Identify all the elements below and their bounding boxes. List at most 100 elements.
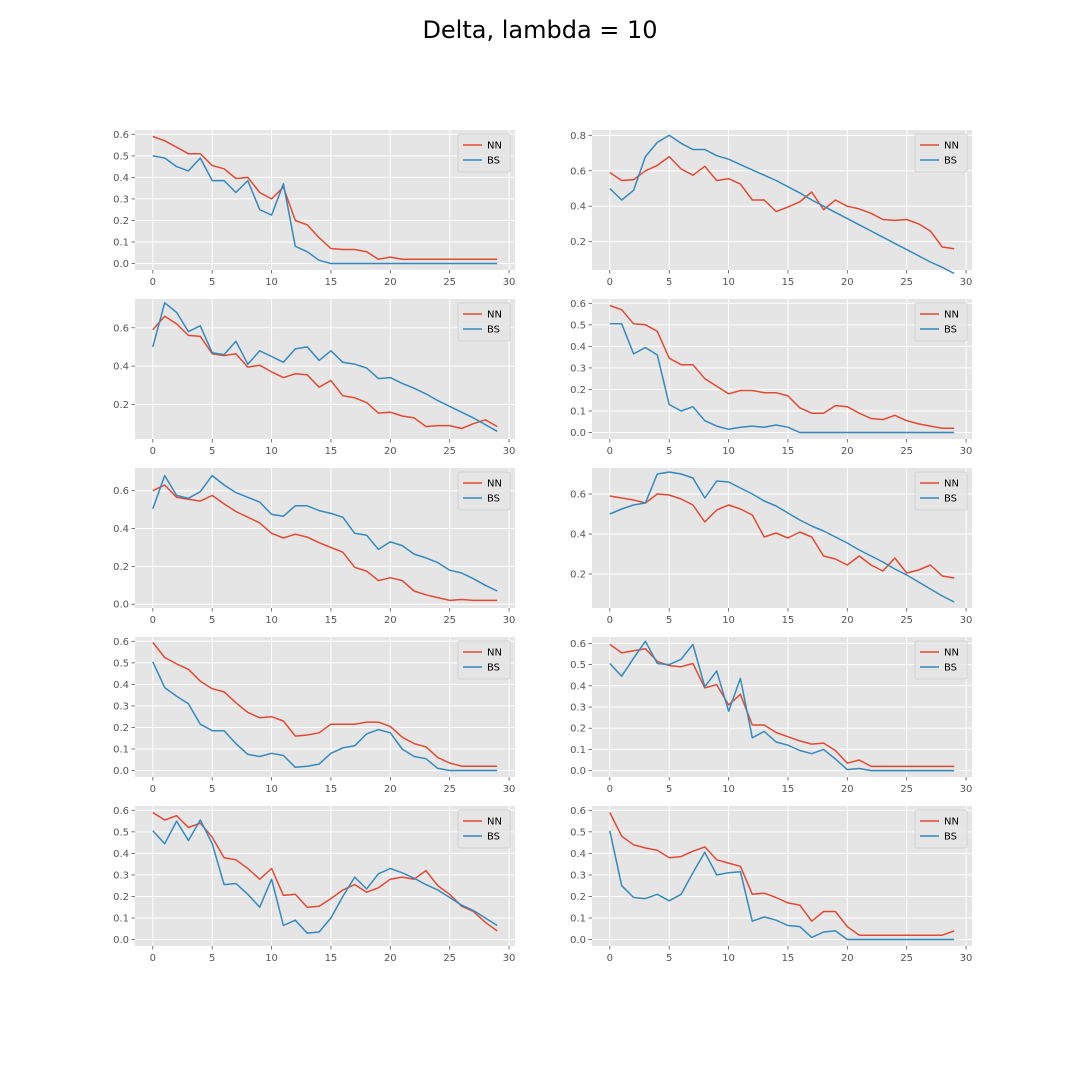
x-tick-label: 25	[443, 784, 456, 795]
y-tick-label: 0.0	[570, 766, 586, 777]
x-tick-label: 10	[265, 446, 278, 457]
series-line-bs	[609, 830, 955, 941]
y-tick-label: 0.4	[570, 849, 586, 860]
legend	[914, 471, 968, 511]
plot-area	[135, 299, 515, 439]
y-tick-label: 0.6	[113, 130, 129, 141]
x-tick-label: 30	[960, 446, 973, 457]
series-line-nn	[152, 135, 498, 260]
y-tick-label: 0.0	[113, 600, 129, 611]
x-tick-label: 15	[325, 784, 338, 795]
legend-label-nn: NN	[487, 310, 502, 321]
y-tick-label: 0.5	[113, 658, 129, 669]
x-tick-label: 15	[325, 277, 338, 288]
legend	[457, 809, 511, 849]
y-tick-label: 0.6	[570, 299, 586, 310]
plot-area	[135, 637, 515, 777]
y-tick-label: 0.2	[570, 724, 586, 735]
y-tick-label: 0.2	[570, 237, 586, 248]
y-tick-label: 0.6	[570, 166, 586, 177]
y-tick-label: 0.1	[570, 914, 586, 925]
y-tick-label: 0.4	[113, 173, 129, 184]
x-tick-label: 25	[443, 953, 456, 964]
legend-label-nn: NN	[944, 141, 959, 152]
legend	[457, 133, 511, 173]
plot-area	[592, 299, 972, 439]
y-tick-label: 0.3	[113, 870, 129, 881]
series-line-bs	[152, 819, 498, 934]
y-tick-label: 0.5	[570, 827, 586, 838]
series-line-bs	[152, 661, 498, 772]
y-tick-label: 0.1	[113, 914, 129, 925]
y-tick-label: 0.2	[570, 385, 586, 396]
y-tick-label: 0.4	[570, 342, 586, 353]
y-tick-label: 0.5	[570, 660, 586, 671]
y-tick-label: 0.4	[113, 524, 129, 535]
x-tick-label: 5	[666, 784, 672, 795]
x-tick-label: 15	[325, 953, 338, 964]
x-tick-label: 15	[782, 277, 795, 288]
x-tick-label: 25	[443, 277, 456, 288]
y-tick-label: 0.2	[113, 562, 129, 573]
y-tick-label: 0.6	[113, 323, 129, 334]
x-tick-label: 30	[503, 615, 516, 626]
x-tick-label: 25	[900, 277, 913, 288]
plot-area	[592, 468, 972, 608]
series-line-bs	[609, 134, 955, 275]
x-tick-label: 25	[443, 446, 456, 457]
series-line-bs	[609, 640, 955, 772]
x-tick-label: 30	[503, 277, 516, 288]
subplot-7: 0 5 10 15 20 25 30 0.0 0.1 0.2 0.3 0.4 0.5 0.6 NN BS	[113, 637, 515, 795]
legend-label-bs: BS	[487, 156, 500, 167]
y-tick-label: 0.3	[570, 363, 586, 374]
legend-label-nn: NN	[487, 479, 502, 490]
subplot-6: 0 5 10 15 20 25 30 0.2 0.4 0.6 NN BS	[570, 468, 972, 626]
subplot-4: 0 5 10 15 20 25 30 0.0 0.1 0.2 0.3 0.4 0.5 0.6 NN BS	[570, 299, 972, 457]
y-tick-label: 0.4	[113, 362, 129, 373]
subplot-10: 0 5 10 15 20 25 30 0.0 0.1 0.2 0.3 0.4 0.5 0.6 NN BS	[570, 806, 972, 964]
y-tick-label: 0.4	[113, 680, 129, 691]
y-tick-label: 0.3	[113, 701, 129, 712]
y-tick-label: 0.2	[570, 570, 586, 581]
y-tick-label: 0.6	[113, 806, 129, 817]
legend	[914, 809, 968, 849]
series-line-bs	[609, 323, 955, 434]
legend-label-nn: NN	[944, 479, 959, 490]
x-tick-label: 10	[265, 615, 278, 626]
legend-label-nn: NN	[487, 648, 502, 659]
x-tick-label: 5	[666, 446, 672, 457]
x-tick-label: 15	[782, 615, 795, 626]
y-tick-label: 0.3	[113, 194, 129, 205]
subplot-1: 0 5 10 15 20 25 30 0.0 0.1 0.2 0.3 0.4 0.5 0.6 NN BS	[113, 130, 515, 288]
legend-label-bs: BS	[944, 156, 957, 167]
x-tick-label: 5	[666, 615, 672, 626]
x-tick-label: 30	[960, 615, 973, 626]
y-tick-label: 0.3	[570, 870, 586, 881]
x-tick-label: 0	[150, 446, 156, 457]
x-tick-label: 10	[722, 446, 735, 457]
y-tick-label: 0.1	[113, 238, 129, 249]
subplot-9: 0 5 10 15 20 25 30 0.0 0.1 0.2 0.3 0.4 0.5 0.6 NN BS	[113, 806, 515, 964]
y-tick-label: 0.1	[570, 407, 586, 418]
subplot-8: 0 5 10 15 20 25 30 0.0 0.1 0.2 0.3 0.4 0.5 0.6 NN BS	[570, 637, 972, 795]
x-tick-label: 25	[900, 615, 913, 626]
x-tick-label: 10	[722, 615, 735, 626]
legend-label-nn: NN	[487, 817, 502, 828]
x-tick-label: 10	[265, 953, 278, 964]
x-tick-label: 20	[384, 446, 397, 457]
x-tick-label: 15	[782, 446, 795, 457]
x-tick-label: 20	[384, 953, 397, 964]
x-tick-label: 10	[265, 784, 278, 795]
y-tick-label: 0.6	[570, 639, 586, 650]
series-line-bs	[152, 474, 498, 592]
x-tick-label: 30	[503, 784, 516, 795]
y-tick-label: 0.4	[570, 530, 586, 541]
plot-area	[135, 468, 515, 608]
x-tick-label: 0	[150, 953, 156, 964]
series-line-nn	[152, 484, 498, 602]
legend-label-bs: BS	[944, 494, 957, 505]
x-tick-label: 25	[900, 784, 913, 795]
x-tick-label: 30	[960, 784, 973, 795]
legend-label-bs: BS	[487, 325, 500, 336]
y-tick-label: 0.0	[570, 428, 586, 439]
